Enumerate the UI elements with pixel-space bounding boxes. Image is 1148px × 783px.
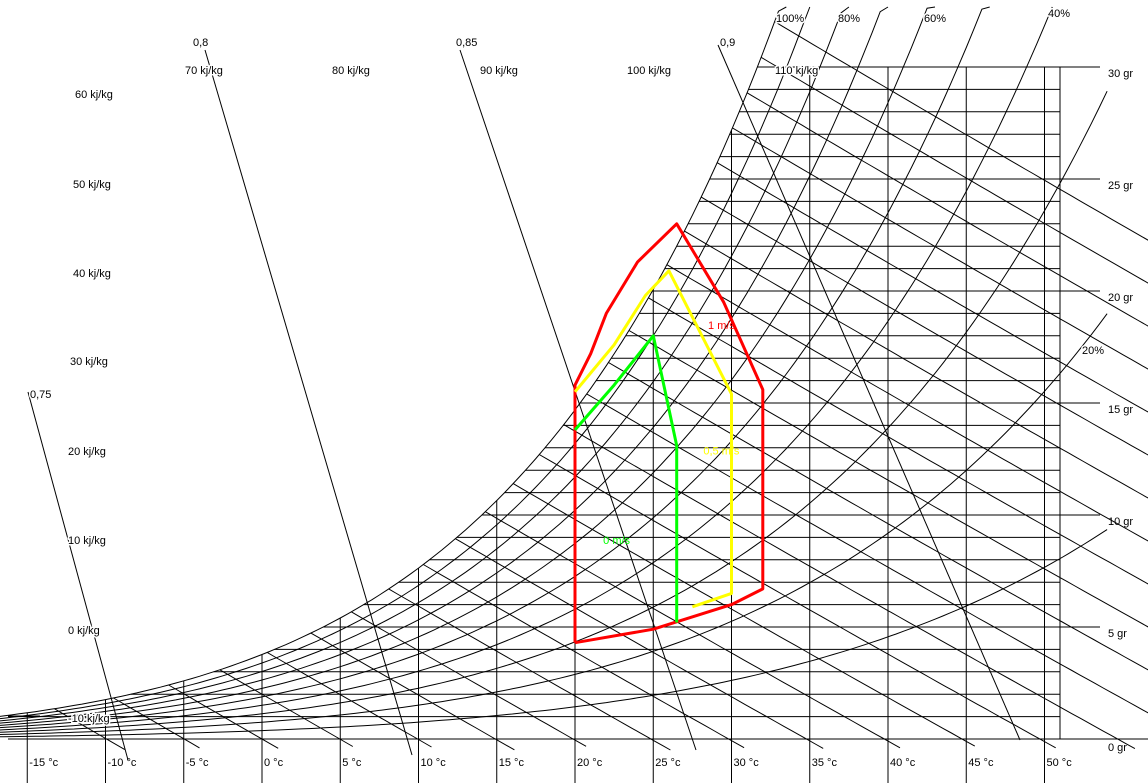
enthalpy-line — [586, 393, 1148, 714]
specific-volume-label: 0,85 — [456, 37, 477, 49]
relative-humidity-curve — [0, 6, 990, 729]
enthalpy-line — [351, 611, 587, 747]
relative-humidity-label: 100% — [776, 13, 804, 25]
enthalpy-label: 90 kj/kg — [480, 65, 518, 77]
relative-humidity-curve — [0, 90, 1108, 733]
y-tick-label: 20 gr — [1108, 292, 1133, 304]
y-tick-label: 5 gr — [1108, 628, 1127, 640]
relative-humidity-curve — [0, 313, 1108, 735]
enthalpy-line — [310, 632, 515, 751]
enthalpy-label: -10 kj/kg — [68, 713, 110, 725]
x-tick-label: 20 °c — [577, 757, 603, 769]
enthalpy-label: 30 kj/kg — [70, 356, 108, 368]
series-line — [573, 269, 733, 609]
enthalpy-line — [732, 127, 1148, 370]
enthalpy-label: 10 kj/kg — [68, 535, 106, 547]
relative-humidity-curve — [0, 6, 811, 720]
enthalpy-label: 100 kj/kg — [627, 65, 671, 77]
enthalpy-label: 20 kj/kg — [68, 446, 106, 458]
axes: -15 °c -10 °c -5 °c 0 °c 5 °c 10 °c 15 °c 20 °c… — [8, 67, 1148, 783]
enthalpy-line — [608, 362, 1148, 671]
enthalpy-line — [538, 454, 1056, 749]
series-line — [573, 334, 679, 623]
enthalpy-line — [219, 669, 354, 747]
y-tick-label: 10 gr — [1108, 516, 1133, 528]
x-tick-label: 35 °c — [812, 757, 838, 769]
enthalpy-label: 0 kj/kg — [68, 625, 100, 637]
enthalpy-label: 110 kj/kg — [775, 65, 818, 77]
specific-volume-line — [717, 44, 1021, 741]
specific-volume-label: 0,9 — [720, 37, 735, 49]
x-tick-label: -5 °c — [186, 757, 209, 769]
y-tick-label: 30 gr — [1108, 68, 1133, 80]
x-tick-label: -10 °c — [108, 757, 137, 769]
enthalpy-label: 70 kj/kg — [185, 65, 223, 77]
enthalpy-line — [716, 162, 1148, 413]
specific-volume-lines — [27, 44, 1021, 761]
enthalpy-label: 40 kj/kg — [73, 268, 111, 280]
enthalpy-line — [563, 424, 1136, 750]
series-line — [573, 222, 765, 645]
relative-humidity-curve — [0, 6, 889, 724]
specific-volume-label: 0,8 — [193, 37, 208, 49]
enthalpy-line — [760, 56, 1148, 284]
relative-humidity-curve — [0, 6, 936, 726]
enthalpy-line — [54, 708, 126, 751]
x-tick-label: 40 °c — [890, 757, 916, 769]
enthalpy-line — [485, 511, 901, 749]
enthalpy-line — [512, 483, 976, 747]
comfort-zone-series: 1 m/s 0,5 m/s 0 m/s — [573, 222, 765, 645]
series-label: 0,5 m/s — [703, 446, 740, 458]
x-tick-label: 30 °c — [734, 757, 760, 769]
y-tick-label: 0 gr — [1108, 742, 1127, 754]
x-tick-label: 15 °c — [499, 757, 525, 769]
x-tick-label: 10 °c — [421, 757, 447, 769]
enthalpy-label: 80 kj/kg — [332, 65, 370, 77]
specific-volume-line — [459, 49, 697, 751]
relative-humidity-curve — [0, 6, 850, 722]
enthalpy-line — [266, 651, 432, 748]
series-label: 0 m/s — [603, 535, 630, 547]
y-tick-label: 15 gr — [1108, 404, 1133, 416]
relative-humidity-curve — [0, 6, 787, 717]
x-tick-label: 25 °c — [655, 757, 681, 769]
enthalpy-line — [628, 330, 1148, 628]
enthalpy-line — [388, 588, 671, 751]
enthalpy-line — [684, 230, 1148, 499]
y-tick-label: 25 gr — [1108, 180, 1133, 192]
relative-humidity-curve — [0, 529, 1108, 738]
relative-humidity-curves — [0, 6, 1108, 738]
enthalpy-line — [113, 697, 200, 749]
x-tick-label: 50 °c — [1047, 757, 1073, 769]
relative-humidity-curve — [0, 6, 1053, 731]
enthalpy-line — [666, 264, 1148, 542]
specific-volume-line — [204, 49, 413, 756]
enthalpy-line — [774, 21, 1148, 241]
enthalpy-line — [746, 92, 1148, 327]
series-label: 1 m/s — [708, 320, 735, 332]
specific-volume-label: 0,75 — [30, 389, 51, 401]
relative-humidity-label: 80% — [838, 13, 860, 25]
enthalpy-label: 60 kj/kg — [75, 89, 113, 101]
relative-humidity-label: 20% — [1082, 345, 1104, 357]
enthalpy-lines — [54, 21, 1148, 751]
x-tick-label: 45 °c — [968, 757, 994, 769]
chart-labels: -10 kj/kg 0 kj/kg 10 kj/kg 20 kj/kg 30 kj/kg… — [29, 7, 1106, 727]
x-tick-label: -15 °c — [29, 757, 58, 769]
enthalpy-line — [700, 196, 1148, 456]
x-tick-label: 5 °c — [342, 757, 362, 769]
enthalpy-line — [648, 297, 1148, 585]
y-gridlines — [8, 66, 1100, 718]
enthalpy-line — [423, 564, 745, 749]
relative-humidity-label: 40% — [1048, 8, 1070, 20]
x-tick-label: 0 °c — [264, 757, 284, 769]
enthalpy-line — [168, 684, 279, 749]
relative-humidity-label: 60% — [924, 13, 946, 25]
enthalpy-label: 50 kj/kg — [73, 179, 111, 191]
enthalpy-line — [455, 538, 824, 749]
